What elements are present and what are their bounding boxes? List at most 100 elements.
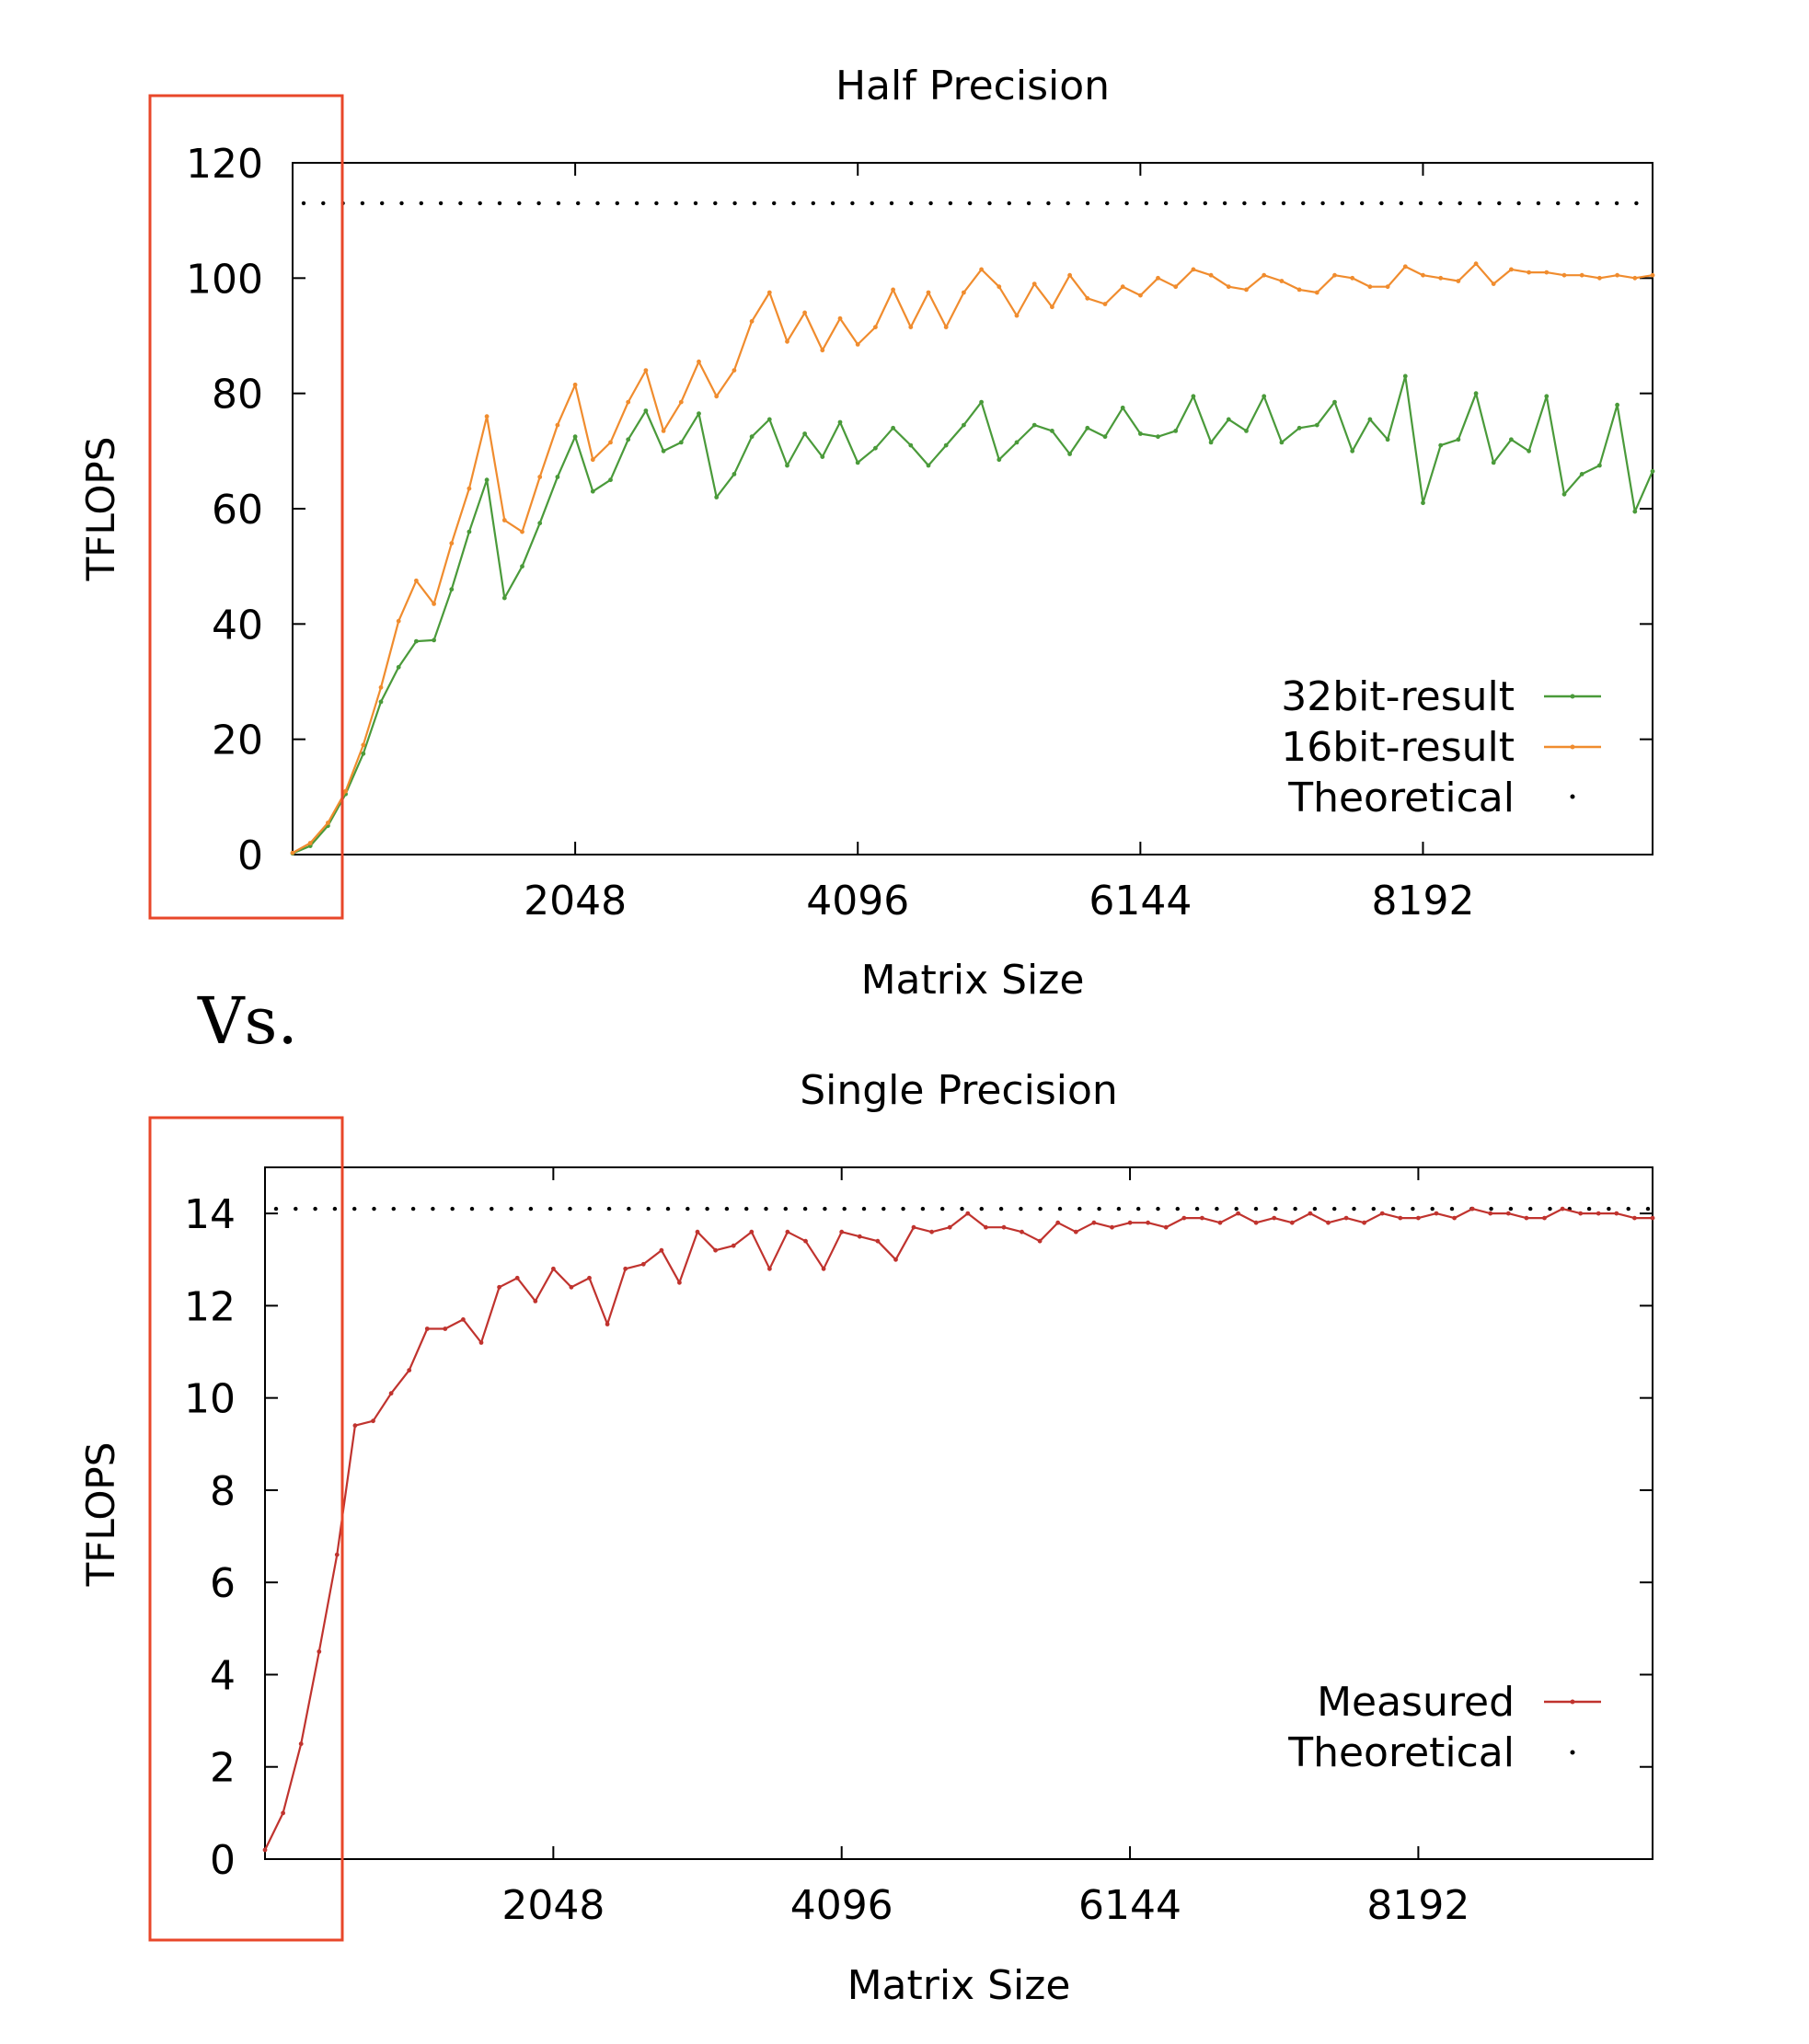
half-point-32bit-42 xyxy=(1031,422,1037,428)
single-point-measured-33 xyxy=(857,1234,862,1239)
half-ytick-label-6: 120 xyxy=(186,141,263,188)
half-point-16bit-61 xyxy=(1367,284,1373,290)
single-series-measured xyxy=(262,1206,1655,1853)
single-chart-title: Single Precision xyxy=(800,1067,1118,1114)
half-theoretical-dot-30 xyxy=(889,201,894,206)
half-legend-marker-16bit xyxy=(1570,744,1575,750)
single-point-measured-26 xyxy=(731,1243,736,1248)
half-theoretical-dot-0 xyxy=(301,201,306,206)
half-theoretical-dot-23 xyxy=(752,201,757,206)
half-point-32bit-63 xyxy=(1402,373,1408,379)
half-theoretical-dot-60 xyxy=(1477,201,1482,206)
half-point-32bit-53 xyxy=(1226,417,1231,422)
half-point-16bit-57 xyxy=(1296,287,1302,293)
single-ytick-label-2: 4 xyxy=(210,1652,236,1699)
half-point-32bit-8 xyxy=(432,637,436,643)
half-legend-label-theoretical: Theoretical xyxy=(1287,775,1515,821)
half-point-16bit-39 xyxy=(979,267,984,272)
single-point-measured-17 xyxy=(569,1284,574,1290)
half-point-16bit-49 xyxy=(1156,275,1160,281)
half-point-16bit-20 xyxy=(643,368,649,373)
single-theoretical-dot-63 xyxy=(1508,1206,1514,1211)
half-point-32bit-33 xyxy=(873,445,878,451)
half-point-32bit-59 xyxy=(1332,399,1337,405)
half-point-16bit-35 xyxy=(908,325,914,329)
half-point-16bit-27 xyxy=(766,290,772,295)
half-point-32bit-25 xyxy=(732,472,737,477)
single-point-measured-50 xyxy=(1163,1224,1169,1230)
half-point-16bit-46 xyxy=(1102,302,1108,306)
single-theoretical-dot-7 xyxy=(410,1206,416,1211)
half-theoretical-dot-65 xyxy=(1575,201,1580,206)
half-theoretical-dot-51 xyxy=(1301,201,1306,206)
half-point-32bit-56 xyxy=(1279,440,1285,445)
single-theoretical-dot-69 xyxy=(1626,1206,1630,1211)
half-theoretical-dot-41 xyxy=(1105,201,1110,206)
half-theoretical-dot-50 xyxy=(1281,201,1286,206)
half-point-16bit-38 xyxy=(962,290,966,295)
single-theoretical-dot-27 xyxy=(802,1206,808,1211)
half-point-16bit-36 xyxy=(926,290,931,295)
single-point-measured-52 xyxy=(1200,1215,1204,1221)
half-point-16bit-7 xyxy=(414,578,419,583)
half-point-16bit-47 xyxy=(1120,284,1125,290)
half-point-32bit-64 xyxy=(1421,500,1425,506)
half-theoretical-dot-47 xyxy=(1222,201,1227,206)
half-point-32bit-31 xyxy=(837,419,843,425)
half-point-32bit-61 xyxy=(1367,417,1373,422)
half-point-32bit-60 xyxy=(1350,448,1355,454)
half-point-32bit-16 xyxy=(572,434,578,440)
half-point-32bit-70 xyxy=(1527,448,1531,454)
half-series-32bit xyxy=(290,373,1655,856)
half-point-32bit-62 xyxy=(1385,437,1390,442)
half-point-16bit-19 xyxy=(626,399,631,405)
half-point-32bit-55 xyxy=(1262,394,1267,399)
half-point-16bit-4 xyxy=(361,742,366,748)
single-theoretical-dot-1 xyxy=(294,1206,298,1211)
half-point-16bit-45 xyxy=(1085,295,1090,301)
half-point-16bit-14 xyxy=(537,475,543,479)
half-point-32bit-28 xyxy=(785,463,789,468)
half-point-16bit-71 xyxy=(1544,270,1550,275)
single-theoretical-dot-18 xyxy=(627,1206,631,1211)
single-theoretical-dot-39 xyxy=(1038,1206,1043,1211)
single-point-measured-4 xyxy=(334,1552,340,1557)
half-theoretical-dot-19 xyxy=(674,201,678,206)
single-point-measured-37 xyxy=(929,1229,934,1234)
half-y-tick-labels: 0 20 40 60 80 100 120 xyxy=(186,141,263,879)
single-theoretical-dot-15 xyxy=(568,1206,572,1211)
half-point-16bit-2 xyxy=(326,821,330,825)
half-point-32bit-9 xyxy=(449,587,455,592)
single-plot-frame xyxy=(264,1166,1653,1860)
single-point-measured-30 xyxy=(803,1238,808,1244)
single-ytick-label-7: 14 xyxy=(184,1191,236,1238)
single-point-measured-69 xyxy=(1505,1211,1511,1216)
single-theoretical-series xyxy=(273,1206,1651,1211)
single-theoretical-dot-41 xyxy=(1077,1206,1082,1211)
half-point-32bit-51 xyxy=(1191,394,1196,399)
half-theoretical-dot-21 xyxy=(713,201,718,206)
single-theoretical-dot-11 xyxy=(490,1206,494,1211)
half-point-32bit-52 xyxy=(1208,440,1214,445)
half-point-16bit-72 xyxy=(1561,272,1567,278)
half-theoretical-dot-56 xyxy=(1399,201,1404,206)
half-theoretical-dot-32 xyxy=(928,201,933,206)
single-theoretical-dot-68 xyxy=(1607,1206,1611,1211)
half-point-16bit-70 xyxy=(1527,270,1531,275)
single-point-measured-57 xyxy=(1289,1220,1295,1225)
half-theoretical-dot-4 xyxy=(380,201,385,206)
single-point-measured-18 xyxy=(587,1275,592,1280)
half-point-16bit-33 xyxy=(873,325,878,329)
half-theoretical-dot-61 xyxy=(1497,201,1502,206)
half-point-16bit-77 xyxy=(1650,272,1655,278)
half-theoretical-dot-49 xyxy=(1262,201,1266,206)
half-xtick-label-1: 4096 xyxy=(806,878,909,924)
half-y-axis-label: TFLOPS xyxy=(78,437,123,582)
single-highlight-box xyxy=(148,1116,344,1942)
half-theoretical-dot-34 xyxy=(968,201,973,206)
half-theoretical-dot-62 xyxy=(1516,201,1521,206)
half-theoretical-dot-7 xyxy=(438,201,444,206)
half-ytick-label-1: 20 xyxy=(212,718,263,764)
single-theoretical-dot-3 xyxy=(332,1206,338,1211)
